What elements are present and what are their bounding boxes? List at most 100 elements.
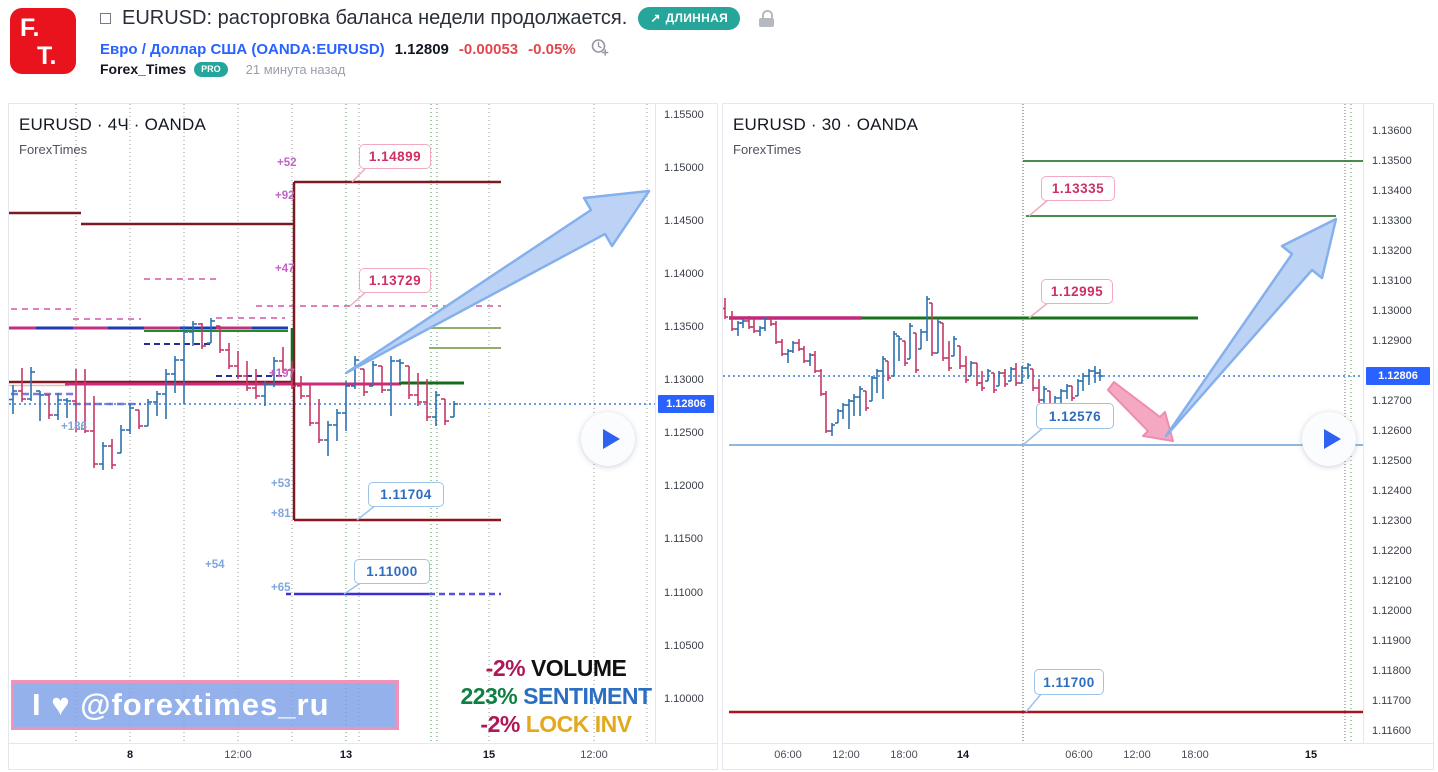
up-right-arrow-icon: ↗ xyxy=(650,11,661,25)
price-level-callout: 1.12576 xyxy=(1036,403,1114,429)
time-axis-label: 13 xyxy=(339,749,353,761)
price-scale-label: 1.13200 xyxy=(1372,245,1412,257)
stat-label: VOLUME xyxy=(530,655,627,681)
time-axis-label: 06:00 xyxy=(1065,749,1093,761)
price-scale-label: 1.13300 xyxy=(1372,215,1412,227)
pip-count-label: +92 xyxy=(275,190,295,202)
play-icon xyxy=(602,429,620,449)
time-axis-label: 15 xyxy=(482,749,496,761)
price-scale-4h[interactable]: 1.15500 1.15000 1.14500 1.14000 1.13500 1.130… xyxy=(655,104,717,744)
stat-row: -2% LOCK INV xyxy=(447,710,665,738)
pip-count-label: +52 xyxy=(277,157,297,169)
chart-canvas[interactable] xyxy=(9,104,656,744)
price-scale-label: 1.12700 xyxy=(1372,395,1412,407)
time-axis-label: 8 xyxy=(126,749,134,761)
vertical-gridlines xyxy=(75,104,648,744)
price-level-callout: 1.12995 xyxy=(1041,279,1113,304)
idea-title[interactable]: EURUSD: расторговка баланса недели продо… xyxy=(122,7,628,29)
symbol-link[interactable]: Евро / Доллар США (OANDA:EURUSD) xyxy=(100,40,385,58)
time-axis-label: 18:00 xyxy=(1181,749,1209,761)
price-scale-label: 1.14500 xyxy=(664,215,704,227)
pip-count-label: +53 xyxy=(271,478,291,490)
price-scale-label: 1.12400 xyxy=(1372,485,1412,497)
pip-count-label: +65 xyxy=(271,582,291,594)
bullish-trend-arrow xyxy=(1164,217,1338,438)
time-axis-label: 12:00 xyxy=(580,749,608,761)
pip-count-label: +54 xyxy=(205,559,225,571)
price-scale-label: 1.12500 xyxy=(1372,455,1412,467)
play-replay-button[interactable] xyxy=(1302,412,1356,466)
pip-count-label: +186 xyxy=(61,421,87,433)
forex-times-logo[interactable]: F. T. xyxy=(10,8,76,74)
price-scale-label: 1.15000 xyxy=(664,162,704,174)
price-scale-label: 1.12000 xyxy=(1372,605,1412,617)
price-scale-label: 1.11700 xyxy=(1372,695,1411,707)
price-scale-label: 1.12200 xyxy=(1372,545,1412,557)
chart-plot-4h[interactable]: 1.14899 1.13729 1.11704 1.11000 +52 +92 +47 +19… xyxy=(9,104,656,744)
price-scale-label: 1.13400 xyxy=(1372,185,1412,197)
published-time: 21 минута назад xyxy=(245,61,346,77)
current-price-badge: 1.12806 xyxy=(1366,367,1430,385)
price-scale-label: 1.13500 xyxy=(1372,155,1412,167)
price-level-callout: 1.11700 xyxy=(1034,669,1104,695)
current-price-badge: 1.12806 xyxy=(658,395,714,413)
price-change: -0.00053 xyxy=(458,40,519,58)
price-scale-label: 1.13000 xyxy=(1372,305,1412,317)
chart-panel-4h[interactable]: 1.14899 1.13729 1.11704 1.11000 +52 +92 +47 +19… xyxy=(8,103,718,770)
price-change-pct: -0.05% xyxy=(528,40,576,58)
add-alert-clock-icon[interactable] xyxy=(590,37,610,61)
price-scale-label: 1.11800 xyxy=(1372,665,1411,677)
pip-count-label: +197 xyxy=(269,368,295,380)
last-price: 1.12809 xyxy=(394,40,449,58)
price-level-callout: 1.11704 xyxy=(368,482,444,507)
price-scale-label: 1.14000 xyxy=(664,268,704,280)
stat-row: -2% VOLUME xyxy=(447,654,665,682)
ohlc-bars xyxy=(9,318,458,470)
play-icon xyxy=(1323,429,1341,449)
bearish-pullback-arrow xyxy=(1107,381,1174,442)
stat-label: LOCK INV xyxy=(525,711,632,737)
chart-panel-30m[interactable]: 1.13335 1.12995 1.12576 1.11700 EURUSD · 30… xyxy=(722,103,1434,770)
lock-icon xyxy=(759,10,774,27)
price-scale-label: 1.12500 xyxy=(664,427,704,439)
time-axis-label: 12:00 xyxy=(1123,749,1151,761)
price-level-lines xyxy=(9,180,656,596)
stat-row: 223% SENTIMENT xyxy=(447,682,665,710)
direction-badge[interactable]: ↗ ДЛИННАЯ xyxy=(638,7,740,30)
pip-count-label: +81 xyxy=(271,508,291,520)
watermark-text: I ♥ @forextimes_ru xyxy=(32,687,330,722)
price-scale-30m[interactable]: 1.13600 1.13500 1.13400 1.13300 1.13200 1.131… xyxy=(1363,104,1433,744)
channel-watermark: I ♥ @forextimes_ru xyxy=(11,680,399,730)
price-scale-label: 1.11500 xyxy=(664,533,703,545)
price-scale-label: 1.12900 xyxy=(1372,335,1412,347)
price-scale-label: 1.11600 xyxy=(1372,725,1411,737)
bullish-trend-arrow xyxy=(344,189,651,375)
price-scale-label: 1.12300 xyxy=(1372,515,1412,527)
price-level-callout: 1.13335 xyxy=(1041,176,1115,201)
idea-header: F. T. EURUSD: расторговка баланса недели… xyxy=(0,0,1438,103)
price-scale-label: 1.13600 xyxy=(1372,125,1412,137)
price-scale-label: 1.15500 xyxy=(664,109,704,121)
price-scale-label: 1.13000 xyxy=(664,374,704,386)
stat-value: -2% xyxy=(480,711,526,737)
price-level-callout: 1.11000 xyxy=(354,559,430,584)
price-scale-label: 1.13100 xyxy=(1372,275,1412,287)
play-replay-button[interactable] xyxy=(581,412,635,466)
time-axis-label: 15 xyxy=(1304,749,1318,761)
price-scale-label: 1.11000 xyxy=(664,587,703,599)
price-scale-label: 1.13500 xyxy=(664,321,704,333)
time-axis-label: 14 xyxy=(956,749,970,761)
author-link[interactable]: Forex_Times xyxy=(100,61,187,77)
price-scale-label: 1.12100 xyxy=(1372,575,1412,587)
stat-value: -2% xyxy=(485,655,531,681)
chart-canvas[interactable] xyxy=(723,104,1363,744)
price-scale-label: 1.12000 xyxy=(664,480,704,492)
chart-plot-30m[interactable]: 1.13335 1.12995 1.12576 1.11700 xyxy=(723,104,1363,744)
direction-badge-label: ДЛИННАЯ xyxy=(665,11,728,25)
price-scale-label: 1.11900 xyxy=(1372,635,1411,647)
volume-sentiment-stats: -2% VOLUME 223% SENTIMENT -2% LOCK INV xyxy=(447,654,665,738)
time-axis-30m[interactable]: 06:00 12:00 18:00 14 06:00 12:00 18:00 15 xyxy=(723,743,1433,769)
time-axis-4h[interactable]: 8 12:00 13 15 12:00 xyxy=(9,743,717,769)
pip-count-label: +47 xyxy=(275,263,295,275)
ohlc-bars xyxy=(723,296,1103,436)
